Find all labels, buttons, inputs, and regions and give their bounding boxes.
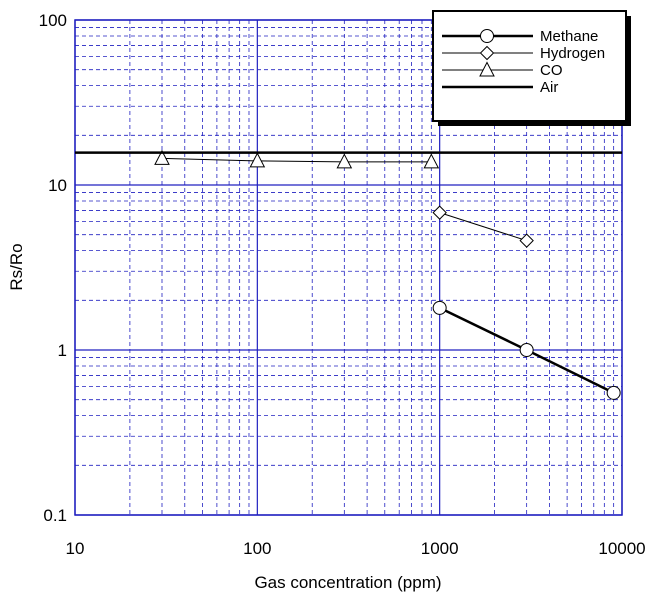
grid-minor bbox=[75, 20, 622, 515]
legend-label-hydrogen: Hydrogen bbox=[540, 45, 605, 62]
legend-marker-co bbox=[479, 61, 495, 77]
series-layer bbox=[75, 149, 622, 400]
legend-marker-hydrogen bbox=[479, 45, 495, 61]
legend-item-hydrogen: Hydrogen bbox=[442, 45, 605, 62]
series-methane-point bbox=[519, 343, 534, 357]
x-tick-label: 10000 bbox=[598, 539, 645, 558]
series-hydrogen-point bbox=[519, 233, 534, 248]
series-co-point bbox=[154, 149, 170, 165]
legend-label-air: Air bbox=[540, 79, 558, 96]
x-tick-label: 100 bbox=[243, 539, 271, 558]
legend-label-methane: Methane bbox=[540, 28, 598, 45]
tick-labels: 10 100 1000 10000 0.1 1 10 100 bbox=[39, 11, 646, 558]
y-tick-label: 0.1 bbox=[43, 506, 67, 525]
series-methane-point bbox=[606, 385, 621, 400]
legend-box bbox=[432, 10, 627, 122]
x-tick-label: 1000 bbox=[421, 539, 459, 558]
x-axis-label: Gas concentration (ppm) bbox=[254, 573, 441, 592]
series-co-point bbox=[423, 153, 440, 169]
series-hydrogen-point bbox=[432, 205, 447, 220]
y-axis-label: Rs/Ro bbox=[7, 243, 26, 290]
legend-label-co: CO bbox=[540, 62, 563, 79]
legend-item-co: CO bbox=[442, 61, 563, 79]
legend-marker-methane bbox=[480, 29, 494, 43]
legend-item-air: Air bbox=[442, 79, 558, 96]
y-tick-label: 1 bbox=[58, 341, 67, 360]
plot-border bbox=[74, 19, 623, 516]
series-hydrogen-line bbox=[439, 212, 527, 242]
series-co-point bbox=[336, 153, 353, 169]
series-co-line bbox=[161, 157, 432, 163]
series-methane-point bbox=[432, 300, 447, 315]
x-tick-label: 10 bbox=[66, 539, 85, 558]
series-co bbox=[154, 149, 440, 169]
series-methane bbox=[432, 300, 621, 400]
series-co-point bbox=[249, 152, 266, 168]
y-tick-label: 10 bbox=[48, 176, 67, 195]
legend-item-methane: Methane bbox=[442, 28, 598, 45]
y-tick-label: 100 bbox=[39, 11, 67, 30]
series-hydrogen bbox=[432, 205, 534, 248]
